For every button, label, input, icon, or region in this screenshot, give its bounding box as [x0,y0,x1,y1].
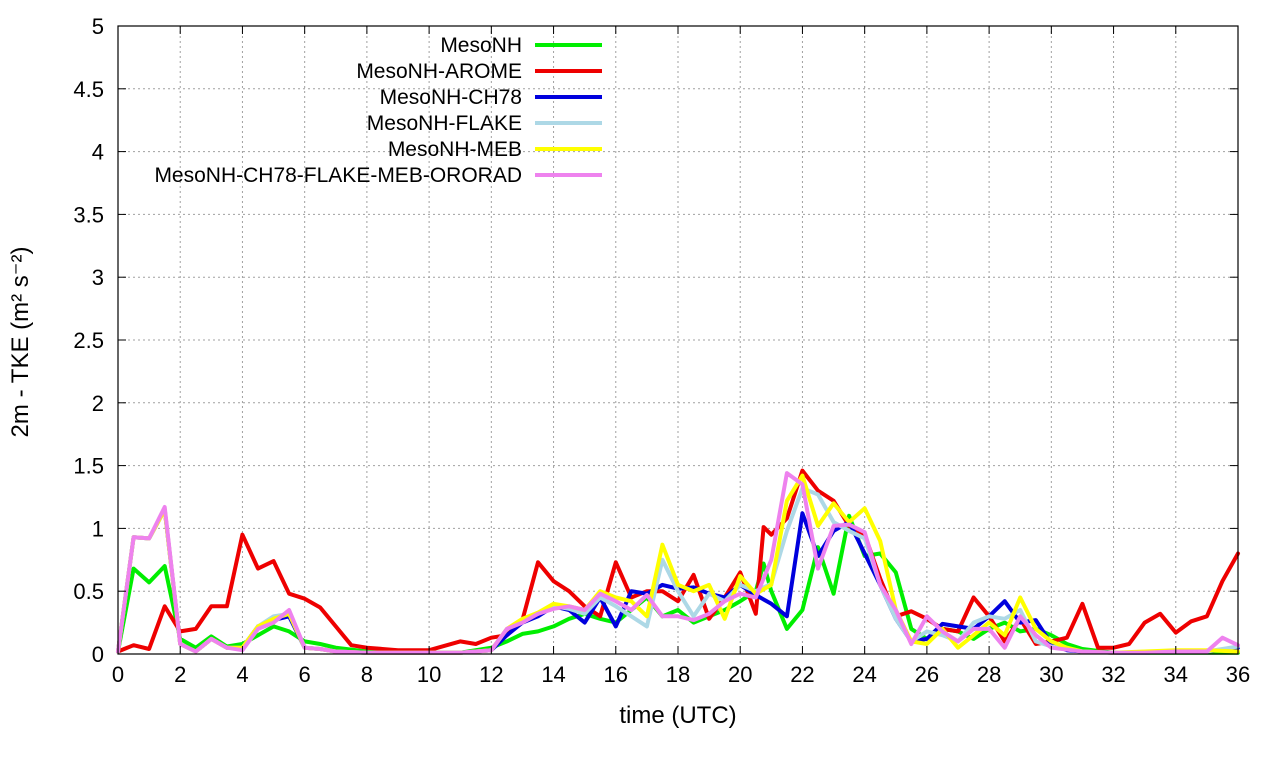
y-tick-label: 1 [92,516,104,541]
y-tick-label: 4.5 [73,77,104,102]
x-tick-label: 32 [1101,662,1125,687]
x-tick-label: 18 [666,662,690,687]
x-tick-label: 8 [361,662,373,687]
legend-label: MesoNH-CH78 [380,86,522,109]
x-tick-label: 2 [174,662,186,687]
y-tick-label: 3.5 [73,202,104,227]
x-tick-label: 34 [1164,662,1188,687]
x-tick-label: 16 [604,662,628,687]
x-tick-label: 22 [790,662,814,687]
series-line-6 [116,471,1240,655]
x-tick-label: 28 [977,662,1001,687]
y-tick-label: 3 [92,265,104,290]
x-tick-label: 30 [1039,662,1063,687]
x-axis-ticks: 0 2 4 6 8 10 12 14 16 18 20 22 24 26 28 30 32 34 36 [112,26,1250,687]
series-layer [116,468,1240,655]
y-tick-label: 2.5 [73,328,104,353]
y-tick-label: 2 [92,391,104,416]
series-line-2 [116,468,1240,654]
y-tick-label: 1.5 [73,454,104,479]
legend-label: MesoNH-FLAKE [367,112,522,135]
y-axis-ticks: 0 0.5 1 1.5 2 2.5 3 3.5 4 4.5 5 [73,14,1238,667]
legend-label: MesoNH-MEB [388,138,522,161]
y-tick-label: 0 [92,642,104,667]
x-tick-label: 36 [1226,662,1250,687]
y-axis-title: 2m - TKE (m² s⁻²) [7,247,34,438]
x-tick-label: 14 [541,662,565,687]
x-axis-title: time (UTC) [619,702,736,729]
x-tick-label: 0 [112,662,124,687]
y-tick-label: 4 [92,140,104,165]
x-tick-label: 10 [417,662,441,687]
x-tick-label: 26 [915,662,939,687]
y-tick-label: 0.5 [73,579,104,604]
legend-label: MesoNH [440,34,522,57]
legend: MesoNH MesoNH-AROME MesoNH-CH78 MesoNH-FLAK… [154,34,602,187]
legend-label: MesoNH-AROME [356,60,522,83]
x-tick-label: 24 [852,662,876,687]
legend-label: MesoNH-CH78-FLAKE-MEB-ORORAD [154,164,522,187]
x-tick-label: 6 [299,662,311,687]
x-tick-label: 20 [728,662,752,687]
grid [118,26,1238,654]
y-tick-label: 5 [92,14,104,39]
x-tick-label: 12 [479,662,503,687]
x-tick-label: 4 [236,662,248,687]
